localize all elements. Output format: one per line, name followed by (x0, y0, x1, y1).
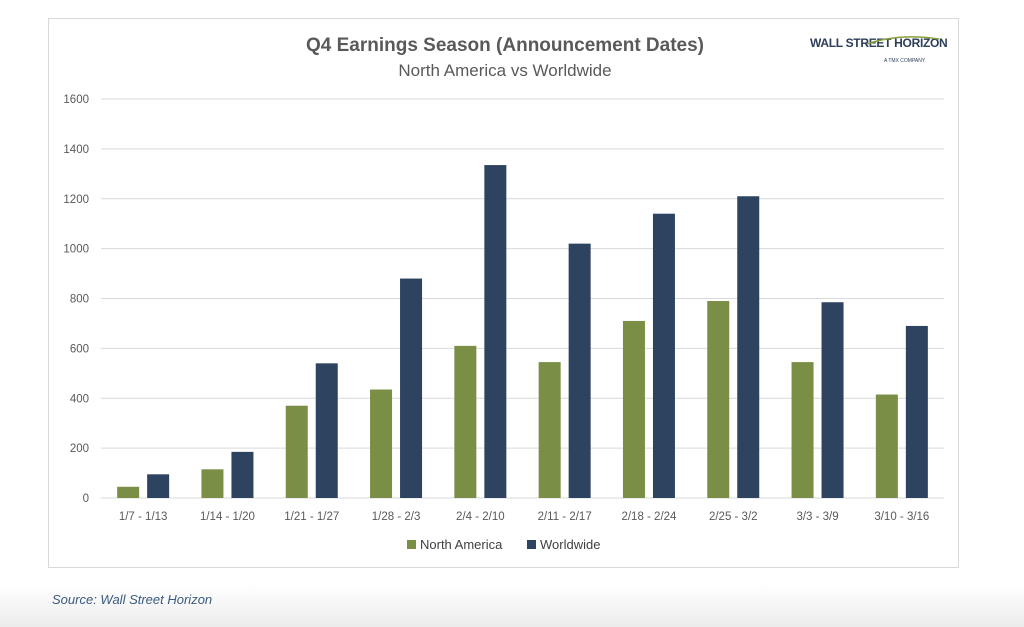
x-tick-label: 2/4 - 2/10 (456, 511, 505, 523)
bar-worldwide (400, 278, 423, 498)
logo-tagline: A TMX COMPANY (884, 58, 926, 64)
y-tick-label: 200 (70, 443, 89, 455)
chart-svg: Q4 Earnings Season (Announcement Dates) … (63, 35, 948, 552)
bar-north-america (707, 300, 730, 498)
logo-brand-text: WALL STREET HORIZON (810, 36, 947, 50)
bar-north-america (201, 469, 224, 498)
chart-title: Q4 Earnings Season (Announcement Dates) (306, 35, 704, 56)
bar-worldwide (652, 213, 675, 498)
bar-worldwide (315, 363, 338, 498)
bar-north-america (538, 362, 561, 498)
bar-worldwide (231, 451, 254, 498)
legend-swatch-north-america (407, 540, 416, 549)
x-tick-label: 2/11 - 2/17 (538, 511, 592, 523)
y-tick-label: 1000 (63, 244, 89, 256)
x-tick-label: 2/18 - 2/24 (621, 511, 677, 523)
bar-worldwide (737, 196, 760, 498)
bar-worldwide (821, 302, 844, 498)
x-tick-label: 3/10 - 3/16 (874, 511, 929, 523)
chart-frame: Q4 Earnings Season (Announcement Dates) … (48, 18, 959, 568)
x-axis-ticks: 1/7 - 1/13 1/14 - 1/20 1/21 - 1/27 1/28 - 2… (119, 511, 929, 523)
y-tick-label: 1600 (63, 94, 89, 106)
x-tick-label: 1/28 - 2/3 (372, 511, 421, 523)
chart-subtitle: North America vs Worldwide (398, 61, 611, 80)
bar-north-america (791, 362, 814, 498)
x-tick-label: 3/3 - 3/9 (796, 511, 838, 523)
x-tick-label: 2/25 - 3/2 (709, 511, 758, 523)
bar-north-america (370, 389, 393, 498)
wall-street-horizon-logo: WALL STREET HORIZON A TMX COMPANY (810, 36, 948, 64)
bar-north-america (285, 405, 308, 498)
y-tick-label: 1400 (63, 144, 89, 156)
y-tick-label: 0 (83, 493, 89, 505)
bar-north-america (454, 345, 477, 498)
bar-worldwide (147, 474, 170, 498)
y-axis-ticks: 0 200 400 600 800 1000 1200 1400 1600 (63, 94, 89, 505)
bar-worldwide (484, 165, 507, 498)
bar-worldwide (568, 243, 591, 498)
bar-north-america (117, 486, 140, 498)
gridlines (101, 98, 944, 499)
legend-label-worldwide: Worldwide (540, 537, 600, 552)
source-caption: Source: Wall Street Horizon (52, 592, 213, 607)
y-tick-label: 1200 (63, 194, 89, 206)
bars (117, 165, 928, 498)
legend-swatch-worldwide (527, 540, 536, 549)
x-tick-label: 1/14 - 1/20 (200, 511, 255, 523)
logo-swoosh-icon (866, 36, 940, 45)
y-tick-label: 400 (70, 393, 89, 405)
bar-north-america (875, 394, 898, 498)
page-background-fade (0, 585, 1024, 627)
x-tick-label: 1/7 - 1/13 (119, 511, 168, 523)
y-tick-label: 800 (70, 294, 89, 306)
bar-north-america (622, 320, 645, 498)
legend: North America Worldwide (407, 537, 600, 552)
bar-worldwide (905, 325, 928, 498)
x-tick-label: 1/21 - 1/27 (284, 511, 339, 523)
legend-label-north-america: North America (420, 537, 503, 552)
y-tick-label: 600 (70, 343, 89, 355)
